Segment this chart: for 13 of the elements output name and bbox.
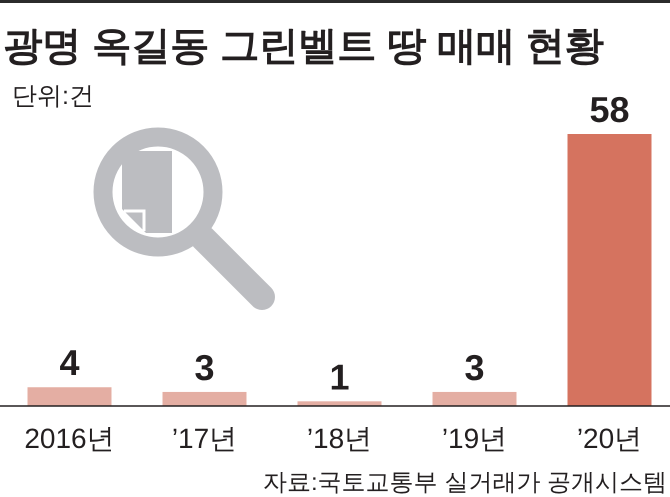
subtitle: 단위:건 xyxy=(12,82,94,110)
x-tick-label: ’17년 xyxy=(172,423,238,454)
data-label: 58 xyxy=(589,89,630,130)
data-label: 4 xyxy=(59,342,80,384)
title: 광명 옥길동 그린벨트 땅 매매 현황 xyxy=(3,24,604,68)
x-tick-label: ’20년 xyxy=(576,423,642,454)
data-label: 1 xyxy=(329,356,350,398)
data-label: 3 xyxy=(464,346,485,388)
x-tick-label: ’19년 xyxy=(442,423,508,454)
x-tick-label: ’18년 xyxy=(306,423,372,454)
data-label: 3 xyxy=(194,346,215,388)
x-tick-label: 2016년 xyxy=(24,423,115,454)
annotation: 자료:국토교통부 실거래가 공개시스템 xyxy=(262,469,667,496)
